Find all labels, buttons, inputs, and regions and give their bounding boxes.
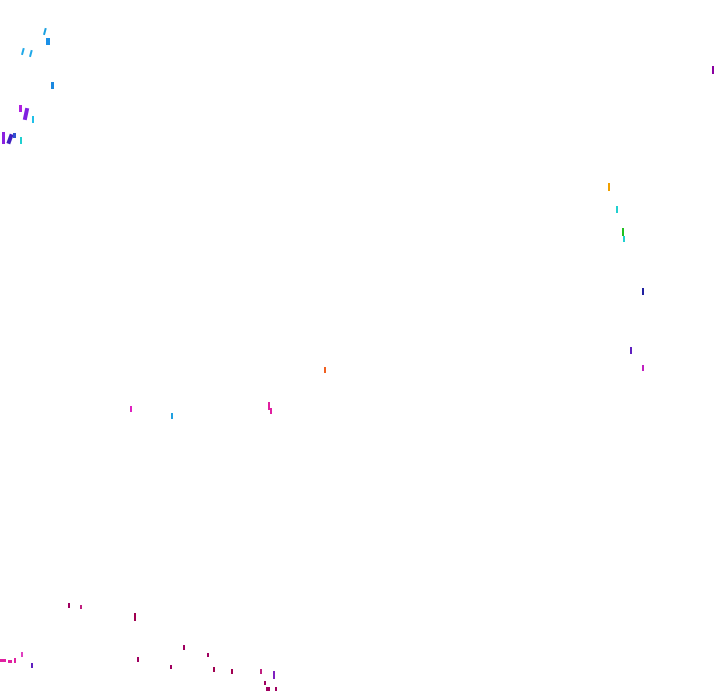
mark <box>20 47 25 56</box>
mark <box>270 408 272 414</box>
mark <box>231 669 233 674</box>
mark <box>0 659 6 662</box>
marks-bottom <box>0 603 277 691</box>
mark <box>22 107 30 121</box>
mark <box>273 671 275 679</box>
mark <box>137 657 139 662</box>
mark <box>80 605 82 609</box>
mark <box>264 681 266 685</box>
mark <box>266 687 270 691</box>
mark <box>28 49 33 58</box>
mark <box>608 183 610 191</box>
mark <box>19 105 22 112</box>
mark <box>260 669 262 674</box>
mark <box>6 133 14 145</box>
mark <box>642 365 644 371</box>
mark <box>170 665 172 669</box>
mark <box>13 133 16 138</box>
mark <box>46 38 50 45</box>
mark <box>21 652 23 657</box>
mark <box>20 137 22 144</box>
marks-top-left <box>2 27 54 145</box>
mark <box>623 236 625 242</box>
mark <box>14 658 16 663</box>
mark <box>134 613 136 621</box>
mark <box>171 413 173 419</box>
marks-middle <box>130 367 326 419</box>
mark <box>32 116 34 123</box>
mark <box>183 645 185 650</box>
mark <box>42 27 47 36</box>
mark <box>8 660 12 663</box>
mark <box>275 687 277 691</box>
mark <box>642 288 644 295</box>
mark <box>630 347 632 354</box>
mark <box>213 667 215 672</box>
mark <box>2 132 5 144</box>
mark <box>31 663 33 668</box>
mark <box>268 402 270 410</box>
mark <box>712 66 714 74</box>
mark <box>616 206 618 213</box>
mark <box>68 603 70 608</box>
mark <box>51 82 54 89</box>
mark <box>622 228 624 236</box>
mark <box>130 406 132 412</box>
marks-right <box>608 66 714 371</box>
mark <box>324 367 326 373</box>
mark <box>207 653 209 657</box>
